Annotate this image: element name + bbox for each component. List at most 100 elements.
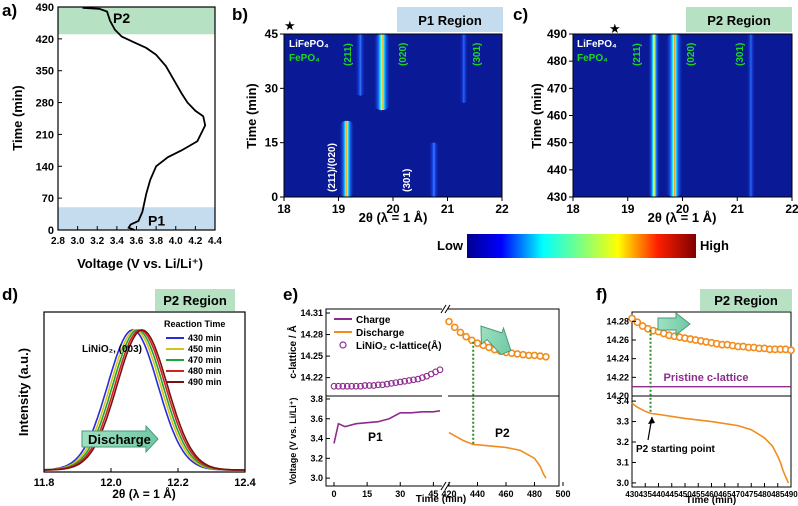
x-axis-label: Time (min) — [686, 495, 736, 506]
legend-entry: 490 min — [188, 377, 222, 387]
x-tick-label: 12.4 — [234, 477, 256, 489]
panel-c: P2 Region ★ LiFePO₄ FePO₄ (211) (020) (3… — [529, 7, 798, 225]
y-tick-label: 14.28 — [300, 330, 323, 340]
legend-fepo4: FePO₄ — [577, 53, 608, 64]
x-axis-label: Voltage (V vs. Li/Li⁺) — [77, 256, 203, 271]
legend-discharge: Discharge — [356, 328, 405, 339]
x-tick-label: 12.0 — [100, 477, 121, 489]
x-tick-label: 3.2 — [90, 236, 104, 247]
top-y-axis-label: c-lattice / Å — [286, 325, 299, 378]
y-tick-label: 3.6 — [310, 414, 323, 424]
colorbar-gradient — [467, 234, 696, 258]
legend-entry: 430 min — [188, 333, 222, 343]
x-axis-label: 2θ (λ = 1 Å) — [112, 486, 176, 501]
x-tick-label: 3.6 — [130, 236, 144, 247]
legend-lifepo4: LiFePO₄ — [289, 39, 329, 50]
x-tick-label: 22 — [785, 202, 798, 216]
y-ticks: 14.20 14.22 14.24 14.26 14.28 3.0 3.1 3.2 3.3 3.4 — [606, 316, 636, 488]
c-lattice-point — [418, 374, 426, 381]
y-axis-label: Time (min) — [529, 83, 544, 149]
y-tick-label: 460 — [547, 109, 567, 123]
y-tick-label: 0 — [48, 225, 54, 237]
c-lattice-point — [343, 382, 351, 390]
y-tick-label: 70 — [42, 193, 54, 205]
heatmap-peak — [428, 142, 440, 197]
y-tick-label: 3.2 — [616, 437, 629, 447]
trend-arrow — [657, 311, 691, 337]
p2-band-label: P2 — [113, 10, 130, 26]
x-tick-label: 19 — [332, 202, 346, 216]
legend-c-lattice-marker — [339, 341, 347, 349]
x-tick-label: 480 — [758, 490, 772, 499]
x-tick-label: 465 — [718, 490, 732, 499]
x-tick-label: 4.2 — [188, 236, 202, 247]
heatmap-peak — [665, 34, 684, 197]
peak-label-211-020: (211)/(020) — [327, 143, 338, 192]
legend-c-lattice: LiNiO₂ c-lattice(Å) — [356, 339, 442, 352]
heatmap-peak — [355, 34, 366, 96]
x-tick-label: 12.2 — [167, 477, 188, 489]
c-lattice-point — [370, 382, 378, 389]
x-tick-label: 45 — [428, 489, 438, 499]
y-tick-label: 30 — [265, 81, 279, 95]
x-tick-label: 450 — [678, 490, 692, 499]
c-lattice-point — [633, 318, 642, 327]
x-tick-label: 21 — [441, 202, 455, 216]
y-tick-label: 14.22 — [606, 372, 629, 382]
pristine-label: Pristine c-lattice — [664, 372, 749, 384]
p1-band-label: P1 — [148, 212, 165, 228]
y-axis-label: Intensity (a.u.) — [16, 348, 31, 436]
c-lattice-point — [374, 381, 382, 389]
y-tick-label: 3.0 — [616, 478, 629, 488]
x-ticks: 430 435 440 445 450 455 460 465 470 475 480 485 490 — [625, 483, 798, 499]
plot-frame — [57, 6, 216, 231]
c-lattice-point — [396, 378, 404, 386]
title-box — [397, 7, 503, 32]
y-tick-label: 470 — [547, 81, 567, 95]
y-tick-label: 14.31 — [300, 308, 323, 318]
panel-f: Pristine c-lattice P2 Region P2 starting… — [606, 289, 798, 506]
x-ticks: 0 15 30 45 420 440 460 480 500 — [331, 482, 571, 499]
x-tick-label: 420 — [441, 489, 456, 499]
c-lattice-point — [388, 380, 395, 387]
p1-label: P1 — [368, 430, 383, 444]
x-tick-label: 460 — [498, 489, 513, 499]
discharge-arrow — [81, 424, 159, 454]
x-tick-label: 440 — [652, 490, 666, 499]
c-lattice-point — [405, 377, 413, 384]
c-lattice-points — [628, 314, 795, 355]
c-lattice-point — [410, 376, 417, 384]
panel-d: P2 Region LiNiO₂, (003) Reaction Time 43… — [16, 289, 257, 501]
y-tick-label: 490 — [36, 2, 54, 14]
y-tick-label: 3.1 — [616, 457, 629, 467]
y-tick-label: 490 — [547, 27, 567, 41]
x-tick-label: 3.4 — [110, 236, 124, 247]
y-tick-label: 430 — [547, 190, 567, 204]
title-box — [686, 7, 792, 32]
x-tick-label: 480 — [527, 489, 542, 499]
c-lattice-point — [787, 346, 795, 355]
heatmap-peaks — [338, 34, 469, 197]
x-tick-label: 430 — [625, 490, 639, 499]
c-lattice-point — [339, 382, 347, 390]
legend-entry: 470 min — [188, 355, 222, 365]
c-lattice-point — [352, 382, 360, 390]
c-lattice-point — [450, 323, 459, 332]
bottom-y-axis-label: Voltage (V vs. Li/Li⁺) — [288, 397, 298, 484]
legend-title: Reaction Time — [164, 319, 225, 329]
y-tick-label: 3.0 — [310, 473, 323, 483]
panel-b: P1 Region ★ LiFePO₄ FePO₄ (211) (020) (3… — [244, 7, 509, 225]
x-tick-label: 4.0 — [169, 236, 183, 247]
panel-a: P1 P2 2.8 3.0 3.2 3.4 3.6 3.8 4.0 4.2 4.4 0 70 140… — [10, 2, 222, 271]
c-lattice-point — [383, 380, 391, 388]
x-tick-label: 3.0 — [71, 236, 85, 247]
c-lattice-point — [436, 366, 444, 374]
y-tick-label: 3.4 — [616, 396, 629, 406]
x-tick-label: 30 — [395, 489, 405, 499]
x-tick-label: 455 — [692, 490, 706, 499]
x-tick-label: 22 — [495, 202, 509, 216]
panel-label-c: c) — [513, 5, 528, 24]
peak-label-211: (211) — [632, 43, 643, 66]
x-tick-label: 20 — [386, 202, 400, 216]
charge-voltage-curve — [333, 410, 441, 444]
